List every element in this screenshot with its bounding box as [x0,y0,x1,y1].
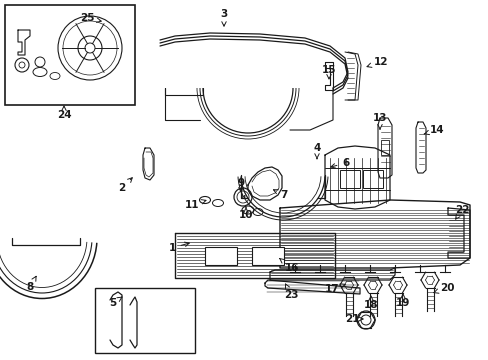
Text: 8: 8 [26,276,36,292]
Text: 19: 19 [395,294,409,308]
Text: 14: 14 [423,125,444,135]
Text: 6: 6 [330,158,349,168]
Bar [251,247,284,265]
Bar [362,170,382,188]
Text: 16: 16 [279,258,299,273]
Text: 2: 2 [118,178,132,193]
Text: 17: 17 [324,284,345,294]
Text: 12: 12 [366,57,387,67]
Text: 21: 21 [344,314,362,324]
Text: 24: 24 [57,106,71,120]
Text: 15: 15 [321,65,336,79]
Text: 13: 13 [372,113,386,129]
Text: 25: 25 [80,13,101,23]
Bar [5,5,135,105]
Text: 3: 3 [220,9,227,26]
Text: 7: 7 [273,190,287,200]
Bar [339,170,359,188]
Text: 1: 1 [168,242,189,253]
Text: 9: 9 [237,178,244,192]
Text: 22: 22 [454,205,468,219]
Text: 20: 20 [433,283,453,293]
Bar [204,247,237,265]
Text: u: u [240,194,245,200]
Text: 5: 5 [109,297,122,308]
Text: 18: 18 [363,296,378,310]
Bar [95,288,195,353]
Text: 10: 10 [238,207,253,220]
Text: 11: 11 [184,200,205,210]
Text: 23: 23 [283,284,298,300]
Bar [380,140,388,155]
Text: 4: 4 [313,143,320,159]
